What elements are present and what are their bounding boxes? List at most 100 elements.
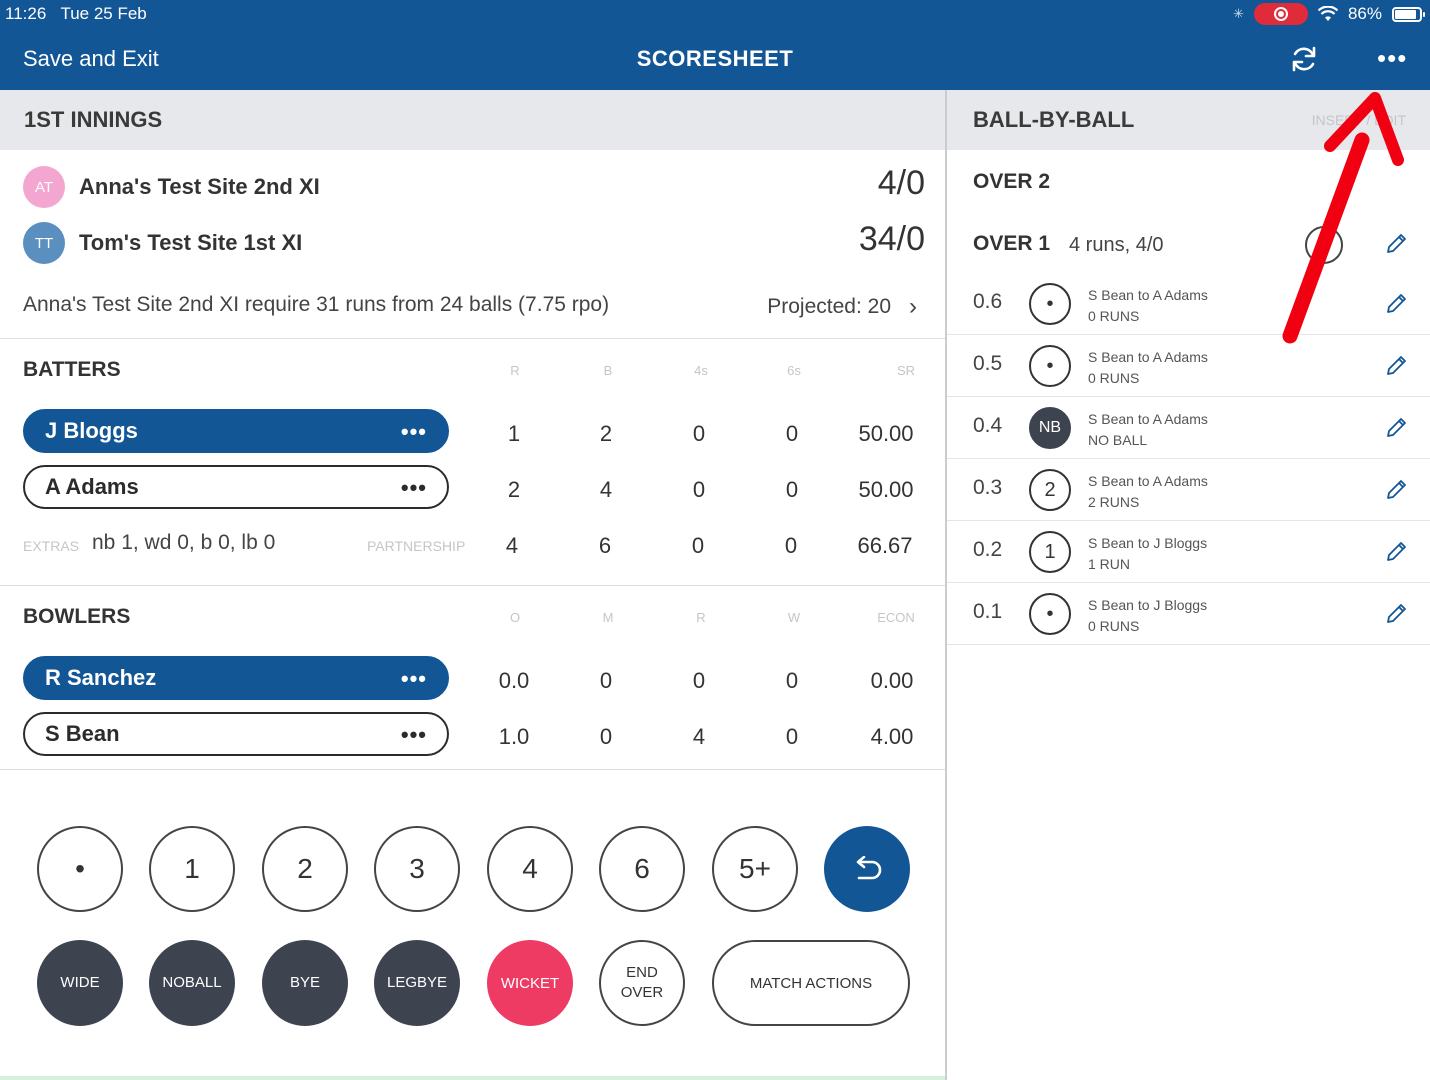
stat-cell: 50.00 bbox=[858, 421, 914, 446]
battery-icon bbox=[1392, 6, 1425, 22]
over-1-summary: 4 runs, 4/0 bbox=[1069, 234, 1164, 256]
ball-number: 0.3 bbox=[973, 476, 1003, 499]
ball-number: 0.4 bbox=[973, 414, 1003, 437]
bowler-pill-r-sanchez[interactable]: R Sanchez ••• bbox=[23, 656, 449, 700]
batter-options-icon[interactable]: ••• bbox=[400, 419, 427, 444]
save-exit-button[interactable]: Save and Exit bbox=[23, 46, 159, 71]
team-avatar: AT bbox=[23, 166, 65, 208]
wifi-icon bbox=[1317, 6, 1338, 21]
undo-icon bbox=[856, 856, 882, 880]
status-time: 11:26 Tue 25 Feb bbox=[5, 4, 147, 23]
edit-ball-icon[interactable] bbox=[1384, 478, 1408, 502]
bowler-name: S Bean bbox=[45, 721, 120, 746]
ball-bowler-batter: S Bean to A Adams bbox=[1088, 411, 1208, 427]
no-ball-button[interactable]: NO BALL bbox=[149, 940, 235, 1026]
more-icon[interactable]: ••• bbox=[1377, 43, 1408, 73]
four-runs-button[interactable]: 4 bbox=[487, 826, 573, 912]
activity-icon: ✳ bbox=[1233, 6, 1244, 21]
team-name: Anna's Test Site 2nd XI bbox=[79, 174, 320, 199]
ball-result: NO BALL bbox=[1088, 432, 1148, 448]
over-status-icon[interactable] bbox=[1305, 226, 1343, 264]
edit-ball-icon[interactable] bbox=[1384, 540, 1408, 564]
col-head: 4s bbox=[694, 363, 708, 378]
edit-ball-icon[interactable] bbox=[1384, 354, 1408, 378]
col-head: M bbox=[602, 610, 614, 625]
bowler-name: R Sanchez bbox=[45, 665, 157, 690]
insert-edit-link[interactable]: INSERT / EDIT bbox=[1311, 112, 1406, 128]
batter-options-icon[interactable]: ••• bbox=[400, 475, 427, 500]
wide-button[interactable]: WIDE bbox=[37, 940, 123, 1026]
dot-ball-button[interactable]: • bbox=[37, 826, 123, 912]
col-head: 6s bbox=[787, 363, 801, 378]
one-run-button[interactable]: 1 bbox=[149, 826, 235, 912]
battery-percent: 86% bbox=[1347, 4, 1382, 23]
projected-link[interactable]: Projected: 20 › bbox=[767, 293, 917, 321]
require-text: Anna's Test Site 2nd XI require 31 runs … bbox=[23, 293, 610, 316]
leg-bye-button[interactable]: LEG BYE bbox=[374, 940, 460, 1026]
extras-label: EXTRAS bbox=[23, 538, 80, 554]
col-head: R bbox=[510, 363, 520, 378]
two-runs-button[interactable]: 2 bbox=[262, 826, 348, 912]
ball-row[interactable]: 0.1 • S Bean to J Bloggs 0 RUNS bbox=[947, 583, 1430, 645]
edit-over-icon[interactable] bbox=[1384, 232, 1408, 256]
ball-row[interactable]: 0.4 NB S Bean to A Adams NO BALL bbox=[947, 397, 1430, 459]
status-right: ✳ 86% bbox=[1233, 3, 1425, 25]
divider bbox=[0, 769, 945, 770]
ball-number: 0.1 bbox=[973, 600, 1003, 623]
stat-cell: 2 bbox=[599, 421, 613, 446]
edit-ball-icon[interactable] bbox=[1384, 602, 1408, 626]
stat-cell: 4 bbox=[505, 533, 519, 558]
ball-result: 2 RUNS bbox=[1088, 494, 1140, 510]
col-head: W bbox=[787, 610, 801, 625]
ball-result: 0 RUNS bbox=[1088, 308, 1140, 324]
ball-outcome-icon: 1 bbox=[1029, 531, 1071, 573]
ball-row[interactable]: 0.2 1 S Bean to J Bloggs 1 RUN bbox=[947, 521, 1430, 583]
edit-ball-icon[interactable] bbox=[1384, 292, 1408, 316]
batter-pill-a-adams[interactable]: A Adams ••• bbox=[23, 465, 449, 509]
ball-number: 0.6 bbox=[973, 290, 1003, 313]
stat-cell: 0 bbox=[691, 533, 705, 558]
ball-description: S Bean to A Adams NO BALL bbox=[1088, 409, 1208, 451]
bottom-strip bbox=[0, 1076, 945, 1080]
ball-row[interactable]: 0.5 • S Bean to A Adams 0 RUNS bbox=[947, 335, 1430, 397]
ball-result: 0 RUNS bbox=[1088, 370, 1140, 386]
ball-bowler-batter: S Bean to A Adams bbox=[1088, 287, 1208, 303]
ball-result: 1 RUN bbox=[1088, 556, 1131, 572]
ball-number: 0.5 bbox=[973, 352, 1003, 375]
ball-row[interactable]: 0.6 • S Bean to A Adams 0 RUNS bbox=[947, 273, 1430, 335]
ball-bowler-batter: S Bean to A Adams bbox=[1088, 349, 1208, 365]
team-row-2: TT Tom's Test Site 1st XI bbox=[23, 222, 302, 264]
ball-bowler-batter: S Bean to J Bloggs bbox=[1088, 535, 1208, 551]
chevron-right-icon: › bbox=[909, 293, 917, 320]
bye-button[interactable]: BYE bbox=[262, 940, 348, 1026]
refresh-icon[interactable] bbox=[1288, 43, 1320, 75]
six-runs-button[interactable]: 6 bbox=[599, 826, 685, 912]
ball-outcome-icon: NB bbox=[1029, 407, 1071, 449]
team-name: Tom's Test Site 1st XI bbox=[79, 230, 303, 255]
stat-cell: 4 bbox=[599, 477, 613, 502]
stat-cell: 0 bbox=[785, 421, 799, 446]
match-actions-button[interactable]: MATCH ACTIONS bbox=[712, 940, 910, 1026]
stat-cell: 1.0 bbox=[498, 724, 530, 749]
stat-cell: 0 bbox=[599, 668, 613, 693]
wicket-button[interactable]: WICKET bbox=[487, 940, 573, 1026]
end-over-button[interactable]: END OVER bbox=[599, 940, 685, 1026]
ball-description: S Bean to J Bloggs 1 RUN bbox=[1088, 533, 1207, 575]
partnership-label: PARTNERSHIP bbox=[367, 538, 466, 554]
bowler-pill-s-bean[interactable]: S Bean ••• bbox=[23, 712, 449, 756]
bowler-options-icon[interactable]: ••• bbox=[400, 666, 427, 691]
ball-number: 0.2 bbox=[973, 538, 1003, 561]
three-runs-button[interactable]: 3 bbox=[374, 826, 460, 912]
edit-ball-icon[interactable] bbox=[1384, 416, 1408, 440]
ball-outcome-icon: • bbox=[1029, 345, 1071, 387]
ball-row[interactable]: 0.3 2 S Bean to A Adams 2 RUNS bbox=[947, 459, 1430, 521]
screen-record-icon bbox=[1253, 3, 1308, 25]
undo-button[interactable] bbox=[824, 826, 910, 912]
bowler-options-icon[interactable]: ••• bbox=[400, 722, 427, 747]
ball-outcome-icon: • bbox=[1029, 283, 1071, 325]
batter-pill-j-bloggs[interactable]: J Bloggs ••• bbox=[23, 409, 449, 453]
ball-bowler-batter: S Bean to J Bloggs bbox=[1088, 597, 1208, 613]
stat-cell: 1 bbox=[507, 421, 521, 446]
five-plus-button[interactable]: 5+ bbox=[712, 826, 798, 912]
scoresheet-panel: 1ST INNINGS AT Anna's Test Site 2nd XI 4… bbox=[0, 90, 945, 1080]
